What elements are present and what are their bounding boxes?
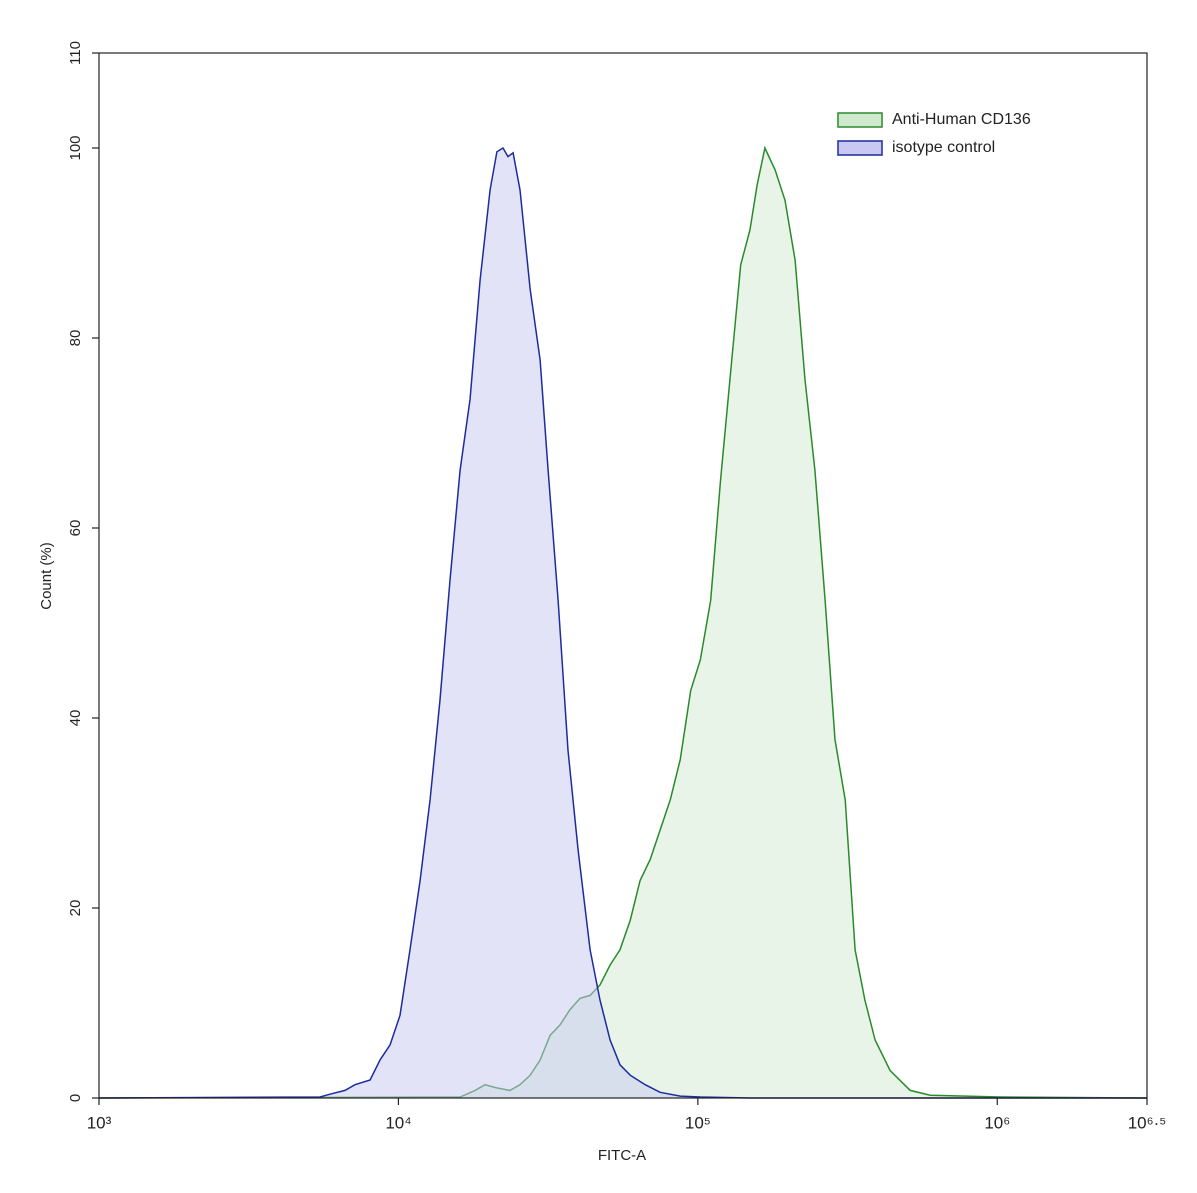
y-tick-label: 60 (67, 520, 84, 537)
x-tick-label: 10³ (87, 1113, 112, 1132)
x-axis-label: FITC-A (598, 1147, 646, 1164)
y-tick-label: 40 (67, 710, 84, 727)
y-tick-label: 80 (67, 330, 84, 347)
y-tick-label: 110 (67, 41, 84, 65)
legend-swatch (837, 140, 883, 156)
plot-frame (98, 52, 1148, 1099)
x-tick-label: 10⁴ (385, 1113, 411, 1132)
area-line (98, 146, 1147, 1099)
area-fill (99, 148, 1147, 1098)
x-tick-label: 10⁶ (984, 1113, 1010, 1132)
legend-label: isotype control (892, 139, 995, 156)
legend-swatch (837, 112, 883, 128)
x-tick-label: 10⁶·⁵ (1128, 1113, 1167, 1132)
y-tick-label: 0 (67, 1094, 84, 1102)
x-tick-label: 10⁵ (685, 1113, 711, 1132)
legend-label: Anti-Human CD136 (892, 111, 1031, 128)
y-axis-label: Count (%) (38, 542, 55, 610)
y-tick-label: 100 (67, 135, 84, 160)
y-tick-label: 20 (67, 900, 84, 917)
